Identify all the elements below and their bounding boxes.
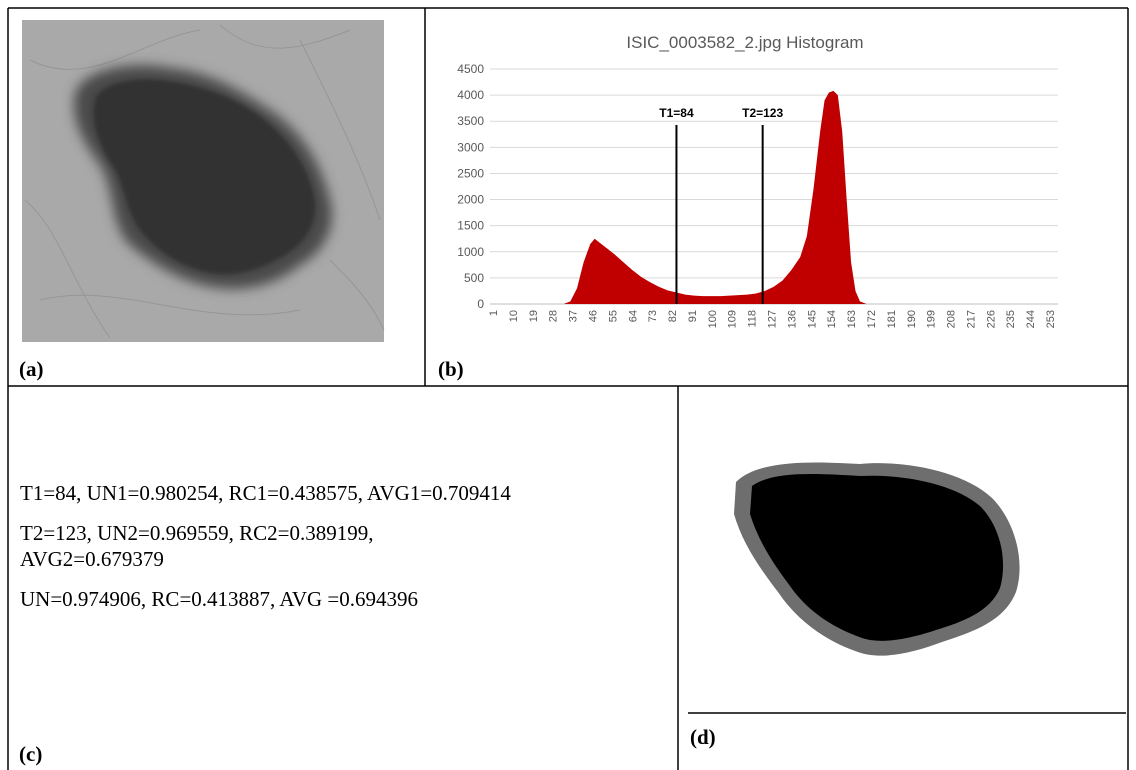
x-tick-label: 118 bbox=[747, 310, 759, 328]
x-tick-label: 37 bbox=[568, 310, 580, 322]
y-tick-label: 2000 bbox=[457, 193, 484, 207]
result-line: AVG2=0.679379 bbox=[20, 547, 164, 571]
result-line: UN=0.974906, RC=0.413887, AVG =0.694396 bbox=[20, 587, 418, 611]
x-tick-label: 172 bbox=[866, 310, 878, 328]
x-tick-label: 1 bbox=[488, 310, 500, 316]
x-tick-label: 46 bbox=[587, 310, 599, 322]
y-tick-label: 1000 bbox=[457, 245, 484, 259]
x-tick-label: 190 bbox=[906, 310, 918, 328]
y-tick-label: 3000 bbox=[457, 140, 484, 154]
result-line: T2=123, UN2=0.969559, RC2=0.389199, bbox=[20, 521, 373, 545]
x-tick-label: 226 bbox=[985, 310, 997, 328]
x-tick-label: 181 bbox=[886, 310, 898, 328]
x-tick-label: 244 bbox=[1025, 310, 1037, 328]
y-tick-label: 4500 bbox=[457, 62, 484, 76]
segmentation-image bbox=[734, 462, 1020, 656]
x-tick-label: 208 bbox=[946, 310, 958, 328]
panel-label: (a) bbox=[19, 357, 44, 381]
y-tick-label: 4000 bbox=[457, 88, 484, 102]
x-tick-label: 154 bbox=[826, 310, 838, 328]
x-tick-label: 64 bbox=[627, 310, 639, 322]
dermoscopy-image bbox=[22, 20, 385, 342]
x-tick-label: 73 bbox=[647, 310, 659, 322]
y-tick-label: 1500 bbox=[457, 219, 484, 233]
x-tick-label: 28 bbox=[548, 310, 560, 322]
histogram: 0 500 1000 1500 2000 2500 3000 3500 4000 4500 1 10 1… bbox=[457, 62, 1058, 328]
y-tick-label: 2500 bbox=[457, 166, 484, 180]
y-tick-label: 500 bbox=[464, 271, 484, 285]
x-tick-label: 10 bbox=[508, 310, 520, 322]
x-tick-label: 82 bbox=[667, 310, 679, 322]
x-tick-label: 109 bbox=[727, 310, 739, 328]
panel-label: (d) bbox=[690, 725, 716, 749]
result-line: T1=84, UN1=0.980254, RC1=0.438575, AVG1=… bbox=[20, 481, 511, 505]
x-tick-label: 199 bbox=[926, 310, 938, 328]
x-tick-label: 91 bbox=[687, 310, 699, 322]
x-tick-label: 253 bbox=[1045, 310, 1057, 328]
x-tick-label: 19 bbox=[528, 310, 540, 322]
x-tick-label: 100 bbox=[707, 310, 719, 328]
y-tick-label: 3500 bbox=[457, 114, 484, 128]
threshold-label: T2=123 bbox=[742, 106, 783, 120]
y-tick-label: 0 bbox=[477, 297, 484, 311]
threshold-label: T1=84 bbox=[659, 106, 694, 120]
x-tick-label: 127 bbox=[767, 310, 779, 328]
x-tick-label: 163 bbox=[846, 310, 858, 328]
results-text: T1=84, UN1=0.980254, RC1=0.438575, AVG1=… bbox=[20, 481, 511, 611]
x-tick-label: 145 bbox=[806, 310, 818, 328]
x-tick-label: 136 bbox=[786, 310, 798, 328]
panel-label: (c) bbox=[19, 742, 42, 766]
chart-title: ISIC_0003582_2.jpg Histogram bbox=[626, 33, 863, 52]
table-borders bbox=[7, 7, 1129, 770]
x-tick-label: 55 bbox=[607, 310, 619, 322]
x-tick-label: 217 bbox=[965, 310, 977, 328]
histogram-area bbox=[493, 90, 1050, 304]
x-tick-label: 235 bbox=[1005, 310, 1017, 328]
panel-label: (b) bbox=[438, 357, 464, 381]
